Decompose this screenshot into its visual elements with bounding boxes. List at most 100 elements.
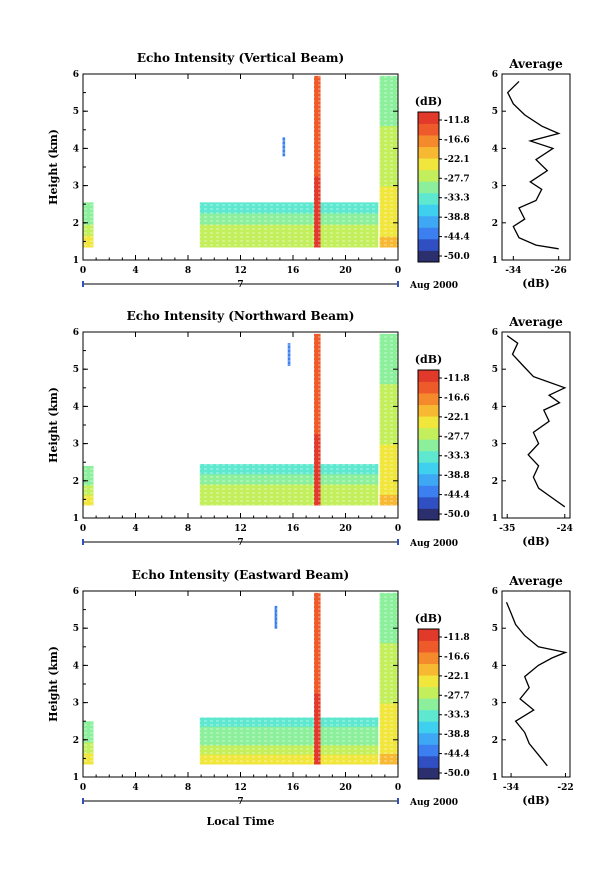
y-tick-label: 2 <box>73 736 79 746</box>
date-label: Aug 2000 <box>409 539 458 549</box>
colorbar-swatch <box>418 755 439 768</box>
colorbar-tick-label: -50.0 <box>444 769 470 779</box>
colorbar-unit: (dB) <box>415 353 442 366</box>
colorbar-swatch <box>418 663 439 676</box>
average-y-tick-label: 4 <box>492 144 498 154</box>
x-tick-label: 16 <box>287 266 300 276</box>
colorbar-tick-label: -27.7 <box>444 432 470 442</box>
x-tick-label: 12 <box>234 783 247 793</box>
colorbar-unit: (dB) <box>415 95 442 108</box>
average-frame <box>501 590 571 778</box>
average-y-tick-label: 5 <box>492 107 498 117</box>
colorbar-frame <box>417 111 440 263</box>
y-tick-label: 6 <box>73 587 79 597</box>
y-tick-label: 2 <box>73 477 79 487</box>
average-x-tick-label: -26 <box>551 266 567 276</box>
chart-title: Echo Intensity (Northward Beam) <box>127 309 355 323</box>
y-tick-label: 1 <box>73 256 79 266</box>
x-tick-label: 20 <box>339 783 352 793</box>
average-x-tick-label: -22 <box>557 783 573 793</box>
colorbar-frame <box>417 628 440 780</box>
y-tick-label: 1 <box>73 514 79 524</box>
colorbar-swatch <box>418 686 439 699</box>
heatmap-block <box>83 202 94 248</box>
heatmap-block <box>83 721 94 765</box>
colorbar-tick-label: -44.4 <box>444 750 470 760</box>
colorbar-swatch <box>418 732 439 745</box>
y-tick-label: 5 <box>73 365 79 375</box>
colorbar-swatch <box>418 744 439 757</box>
y-tick-label: 6 <box>73 70 79 80</box>
heatmap-block <box>287 343 291 366</box>
x-tick-label: 8 <box>185 783 191 793</box>
average-x-label: (dB) <box>522 794 549 807</box>
colorbar-swatch <box>418 238 439 251</box>
average-x-tick-label: -35 <box>499 524 515 534</box>
x-tick-label: 4 <box>132 524 138 534</box>
y-tick-label: 3 <box>73 699 79 709</box>
colorbar-swatch <box>418 473 439 486</box>
average-y-tick-label: 4 <box>492 402 498 412</box>
heatmap-texture <box>83 465 94 505</box>
colorbar-swatch <box>418 227 439 240</box>
colorbar-swatch <box>418 250 439 263</box>
colorbar-swatch <box>418 135 439 148</box>
average-title: Average <box>508 57 563 71</box>
y-axis-label: Height (km) <box>47 387 60 463</box>
average-y-tick-label: 3 <box>492 182 498 192</box>
average-y-tick-label: 3 <box>492 699 498 709</box>
average-profile-line <box>506 335 567 508</box>
heatmap-texture <box>199 464 379 505</box>
colorbar-swatch <box>418 215 439 228</box>
date-label: Aug 2000 <box>409 798 458 808</box>
colorbar-unit: (dB) <box>415 612 442 625</box>
heatmap-texture <box>314 333 321 505</box>
colorbar-tick-label: -11.8 <box>444 633 470 643</box>
colorbar-swatch <box>418 112 439 124</box>
heatmap-texture <box>199 202 379 247</box>
colorbar-swatch <box>418 496 439 509</box>
heatmap-block <box>314 333 321 506</box>
heatmap-texture <box>314 592 321 764</box>
y-tick-label: 5 <box>73 624 79 634</box>
colorbar-tick-label: -27.7 <box>444 691 470 701</box>
colorbar-swatch <box>418 485 439 498</box>
chart-title: Echo Intensity (Eastward Beam) <box>132 568 349 582</box>
colorbar-swatch <box>418 169 439 182</box>
colorbar-swatch <box>418 508 439 521</box>
average-y-tick-label: 6 <box>492 70 498 80</box>
colorbar-swatch <box>418 652 439 665</box>
colorbar-swatch <box>418 381 439 394</box>
chart-title: Echo Intensity (Vertical Beam) <box>137 51 344 65</box>
day-label: 7 <box>237 797 243 807</box>
average-x-label: (dB) <box>522 535 549 548</box>
colorbar-swatch <box>418 146 439 159</box>
heatmap-texture <box>314 75 321 247</box>
x-tick-label: 8 <box>185 266 191 276</box>
colorbar-swatch <box>418 450 439 463</box>
heatmap-block <box>83 465 94 506</box>
colorbar-tick-label: -38.8 <box>444 730 470 740</box>
x-tick-label: 12 <box>234 524 247 534</box>
heatmap-block <box>282 137 286 157</box>
heatmap-texture <box>83 202 94 247</box>
x-tick-label: 0 <box>80 524 86 534</box>
average-title: Average <box>508 315 563 329</box>
x-tick-label: 0 <box>395 783 401 793</box>
average-y-tick-label: 6 <box>492 328 498 338</box>
heatmap-texture <box>274 605 278 629</box>
colorbar-swatch <box>418 675 439 688</box>
colorbar-tick-label: -50.0 <box>444 252 470 262</box>
heatmap-block <box>199 202 379 248</box>
colorbar-tick-label: -44.4 <box>444 491 470 501</box>
average-y-tick-label: 2 <box>492 477 498 487</box>
x-tick-label: 16 <box>287 524 300 534</box>
colorbar-swatch <box>418 204 439 217</box>
average-y-tick-label: 5 <box>492 365 498 375</box>
colorbar-tick-label: -33.3 <box>444 452 470 462</box>
heatmap-texture <box>199 717 379 764</box>
y-axis-label: Height (km) <box>47 646 60 722</box>
colorbar-tick-label: -16.6 <box>444 135 470 145</box>
y-tick-label: 2 <box>73 219 79 229</box>
colorbar-swatch <box>418 640 439 653</box>
